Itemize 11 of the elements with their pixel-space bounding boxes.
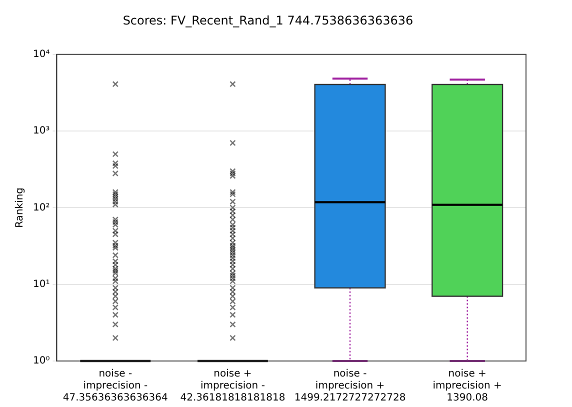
y-tick-label: 10³ <box>33 126 50 137</box>
y-tick-label: 10⁰ <box>33 356 50 367</box>
chart-title: Scores: FV_Recent_Rand_1 744.7538636363636 <box>122 13 414 28</box>
y-tick-label: 10² <box>33 202 50 214</box>
y-tick-label: 10⁴ <box>33 48 50 60</box>
x-tick-label: noise + imprecision + 1390.08 <box>432 368 502 404</box>
x-tick-label: noise - imprecision + 1499.2172727272728 <box>294 368 406 404</box>
x-tick-label: noise - imprecision - 47.35636363636364 <box>62 368 168 404</box>
y-axis-title: Ranking <box>14 187 26 228</box>
x-tick-label: noise + imprecision - 42.36181818181818 <box>180 368 286 404</box>
y-tick-label: 10¹ <box>33 278 50 290</box>
